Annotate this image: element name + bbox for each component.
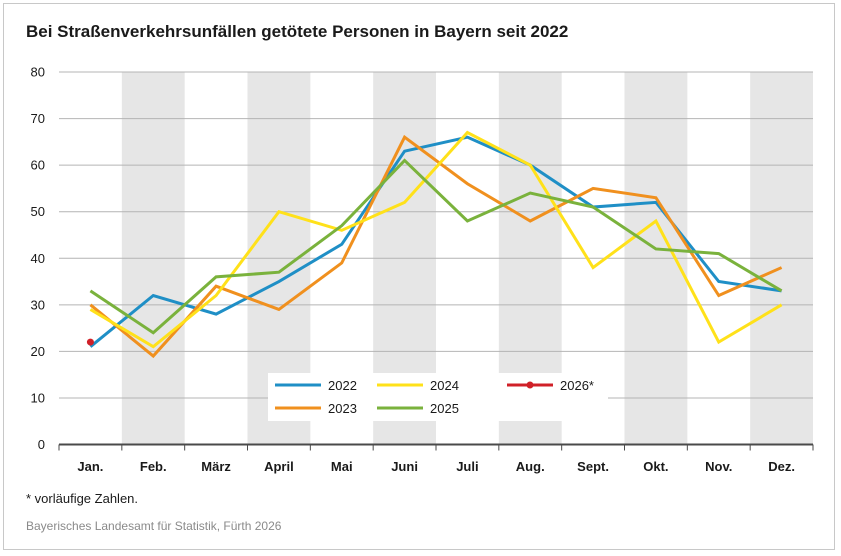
footnote: * vorläufige Zahlen. <box>26 491 139 506</box>
y-tick-label: 60 <box>31 158 45 173</box>
legend-label: 2023 <box>328 401 357 416</box>
x-tick-label: April <box>264 459 294 474</box>
legend-marker <box>526 381 534 389</box>
legend-box <box>268 373 608 421</box>
y-tick-label: 80 <box>31 65 45 80</box>
source-note: Bayerisches Landesamt für Statistik, Für… <box>26 519 282 533</box>
y-tick-label: 40 <box>31 251 45 266</box>
series-point-2026 <box>86 338 94 346</box>
x-axis: Jan. Feb. März April Mai Juni Juli Aug. Sept. Okt… <box>58 443 814 474</box>
legend: 2022 2023 2024 2025 2026* <box>268 373 608 421</box>
y-axis-ticks: 0 10 20 30 40 50 60 70 80 <box>31 65 45 453</box>
y-tick-label: 70 <box>31 111 45 126</box>
x-tick-label: Sept. <box>577 459 609 474</box>
x-tick-label: Mai <box>331 459 353 474</box>
series-line-2025 <box>89 158 783 335</box>
y-tick-label: 20 <box>31 344 45 359</box>
x-tick-label: Juni <box>391 459 418 474</box>
legend-label: 2026* <box>560 378 594 393</box>
y-tick-label: 50 <box>31 204 45 219</box>
series-lines <box>86 130 783 359</box>
x-tick-label: März <box>201 459 231 474</box>
y-tick-label: 0 <box>38 437 45 452</box>
series-line-2024 <box>89 130 783 349</box>
y-tick-label: 10 <box>31 390 45 405</box>
legend-label: 2025 <box>430 401 459 416</box>
legend-label: 2024 <box>430 378 459 393</box>
chart-title: Bei Straßenverkehrsunfällen getötete Per… <box>26 22 569 41</box>
series-line-2023 <box>89 134 783 359</box>
legend-label: 2022 <box>328 378 357 393</box>
x-tick-label: Juli <box>456 459 478 474</box>
x-tick-label: Dez. <box>768 459 795 474</box>
x-tick-label: Feb. <box>140 459 167 474</box>
x-tick-label: Jan. <box>77 459 103 474</box>
x-tick-label: Aug. <box>516 459 545 474</box>
y-tick-label: 30 <box>31 297 45 312</box>
x-tick-label: Nov. <box>705 459 732 474</box>
x-tick-label: Okt. <box>643 459 668 474</box>
